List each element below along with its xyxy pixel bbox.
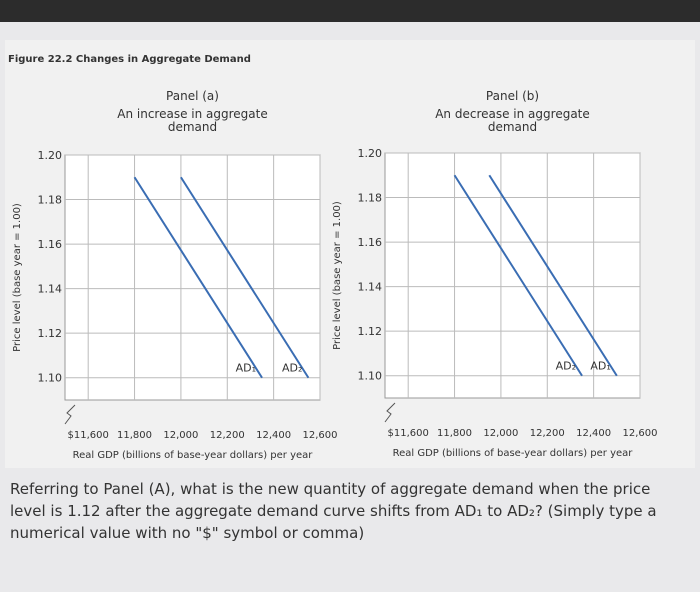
y-tick-label: 1.18 — [38, 194, 63, 207]
top-band — [0, 0, 700, 22]
x-tick-label: 12,600 — [303, 430, 338, 441]
y-tick-label: 1.14 — [358, 281, 383, 294]
x-tick-label: 12,200 — [530, 428, 565, 439]
x-axis-label: Real GDP (billions of base-year dollars)… — [393, 448, 634, 459]
curve-label: AD₂ — [556, 360, 576, 373]
curve-label: AD₁ — [236, 362, 256, 375]
y-tick-label: 1.12 — [38, 327, 63, 340]
demand-curve — [453, 174, 583, 377]
y-tick-label: 1.12 — [358, 325, 383, 338]
y-tick-label: 1.20 — [358, 147, 383, 160]
axis-break — [384, 402, 396, 423]
figure-title: Figure 22.2 Changes in Aggregate Demand — [8, 54, 251, 65]
panel-subtitle: An increase in aggregate demand — [117, 108, 268, 134]
x-tick-label: 12,600 — [623, 428, 658, 439]
y-tick-label: 1.16 — [38, 238, 63, 251]
panel-title: Panel (a) — [166, 89, 219, 103]
y-axis-label: Price level (base year = 1.00) — [332, 201, 343, 350]
axis-break — [64, 404, 76, 425]
x-tick-label: $11,600 — [388, 428, 429, 439]
x-tick-label: 12,000 — [483, 428, 518, 439]
x-tick-label: 12,400 — [576, 428, 611, 439]
y-axis-label: Price level (base year = 1.00) — [12, 203, 23, 352]
panel-title: Panel (b) — [486, 89, 539, 103]
y-tick-label: 1.18 — [358, 192, 383, 205]
panel-subtitle: An decrease in aggregate demand — [435, 108, 590, 134]
demand-curve — [180, 176, 310, 379]
x-tick-label: 12,400 — [256, 430, 291, 441]
demand-curve — [133, 176, 263, 379]
x-tick-label: 11,800 — [117, 430, 152, 441]
x-tick-label: 12,000 — [163, 430, 198, 441]
x-tick-label: 12,200 — [210, 430, 245, 441]
plot-area — [384, 152, 641, 399]
subtitle-box: An decrease in aggregate demand — [435, 108, 590, 134]
curve-label: AD₂ — [282, 362, 302, 375]
y-tick-label: 1.16 — [358, 236, 383, 249]
y-tick-label: 1.10 — [38, 372, 63, 385]
x-tick-label: 11,800 — [437, 428, 472, 439]
y-tick-label: 1.20 — [38, 149, 63, 162]
subtitle-box: An increase in aggregate demand — [117, 108, 268, 134]
demand-curve — [488, 174, 618, 377]
curve-label: AD₁ — [590, 360, 610, 373]
y-tick-label: 1.10 — [358, 370, 383, 383]
x-tick-label: $11,600 — [68, 430, 109, 441]
question: Referring to Panel (A), what is the new … — [10, 480, 657, 542]
y-tick-label: 1.14 — [38, 283, 63, 296]
x-axis-label: Real GDP (billions of base-year dollars)… — [73, 450, 314, 461]
